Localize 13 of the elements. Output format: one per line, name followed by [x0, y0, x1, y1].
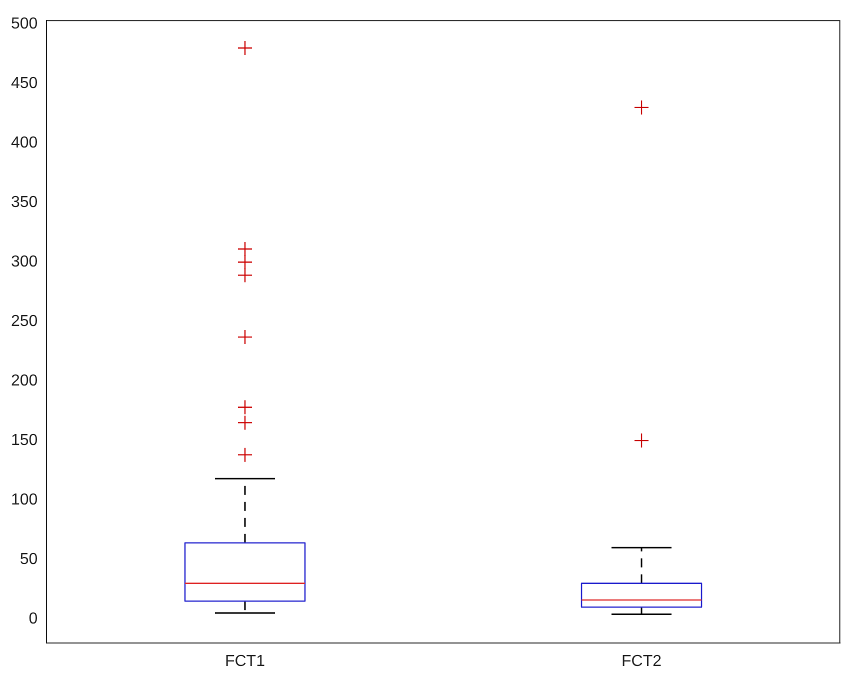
- y-tick-label: 50: [20, 550, 38, 568]
- y-tick-label: 450: [10, 75, 38, 92]
- y-tick-label: 200: [10, 372, 38, 390]
- y-tick-label: 300: [10, 254, 38, 271]
- y-tick-label: 250: [10, 312, 38, 330]
- y-tick-label: 0: [28, 610, 38, 628]
- y-tick-label: 350: [10, 194, 38, 212]
- y-tick-label: 100: [10, 491, 38, 508]
- x-tick-label: FCT1: [224, 652, 266, 670]
- y-tick-label: 150: [10, 432, 38, 449]
- y-tick-label: 400: [10, 134, 38, 152]
- y-tick-label: 500: [10, 16, 38, 33]
- x-tick-label: FCT2: [622, 652, 662, 670]
